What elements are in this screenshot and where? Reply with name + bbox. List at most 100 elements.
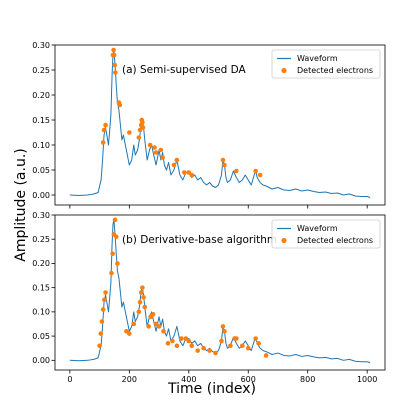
panel-b-x-ticks: 0 200 400 600 800 1000 — [67, 370, 377, 384]
panel-a-electron-point — [103, 122, 108, 128]
panel-a-electron-point — [171, 162, 177, 168]
panel-b-y-tick-label: 0.25 — [32, 235, 50, 244]
panel-a-frame — [54, 44, 386, 206]
panel-b-x-tick-label: 800 — [300, 375, 315, 384]
panel-a-y-ticks: 0.00 0.05 0.10 0.15 0.20 0.25 0.30 — [32, 41, 55, 200]
panel-a-electron-point — [147, 142, 153, 148]
panel-b-electron-point — [179, 336, 184, 341]
panel-a-electron-point — [160, 155, 165, 160]
panel-a-legend-waveform-label: Waveform — [297, 54, 338, 63]
panel-b-electron-point — [112, 217, 118, 223]
panel-b-electron-point — [137, 299, 143, 305]
panel-b-x-tick-label: 200 — [122, 375, 137, 384]
x-axis-label: Time (index) — [167, 381, 256, 397]
panel-b-electron-point — [98, 331, 104, 336]
panel-a-electron-point — [220, 157, 226, 163]
panel-b-y-tick-label: 0.05 — [32, 332, 50, 341]
panel-a-electron-point — [222, 162, 227, 168]
panel-b-electron-point — [170, 338, 175, 344]
panel-b-legend-electrons-label: Detected electrons — [297, 236, 373, 245]
panel-b-electron-point — [103, 290, 108, 295]
panel-b-electron-point — [115, 261, 120, 266]
panel-b-electron-point — [142, 304, 148, 310]
panel-b-electron-point — [113, 234, 119, 240]
panel-a-electron-point — [158, 147, 164, 153]
panel-b-electron-point — [201, 345, 206, 351]
panel-b-electron-point — [263, 353, 269, 358]
panel-b-y-ticks: 0.00 0.05 0.10 0.15 0.20 0.25 0.30 — [32, 211, 55, 365]
panel-b: 0.00 0.05 0.10 0.15 0.20 0.25 0.30 0 200 400 600 8… — [32, 211, 386, 384]
panel-b-electron-point — [97, 343, 102, 349]
panel-a-electron-point — [136, 135, 142, 140]
panel-a-electron-point — [182, 170, 187, 175]
panel-b-electron-point — [100, 307, 106, 312]
panel-b-electron-point — [219, 338, 224, 344]
panel-b-y-tick-label: 0.20 — [32, 259, 50, 268]
panel-a-y-tick-label: 0.15 — [32, 116, 50, 125]
panel-a-x-ticks — [69, 205, 368, 209]
panel-b-electron-point — [141, 295, 146, 300]
panel-a-legend-electrons-label: Detected electrons — [297, 66, 373, 75]
panel-b-electron-point — [150, 312, 156, 317]
panel-b-x-tick-label: 400 — [181, 375, 196, 384]
panel-b-plot — [69, 217, 371, 364]
panel-b-electron-point — [146, 324, 151, 329]
panel-b-waveform-line — [69, 219, 371, 364]
panel-b-electron-point — [240, 343, 245, 349]
panel-a-electron-point — [111, 52, 117, 58]
panel-a-electron-point — [100, 140, 106, 145]
panel-a-y-tick-label: 0.05 — [32, 166, 50, 175]
panel-b-electron-point — [156, 324, 162, 329]
panel-a-y-tick-label: 0.00 — [32, 191, 50, 200]
panel-b-electron-point — [189, 343, 195, 349]
panel-a-electron-point — [174, 157, 180, 163]
panel-b-electron-point — [213, 350, 218, 356]
panel-a-y-tick-label: 0.30 — [32, 41, 50, 50]
panel-a-annotation: (a) Semi-supervised DA — [122, 64, 247, 76]
panel-a-y-tick-label: 0.25 — [32, 66, 50, 75]
panel-b-electron-point — [228, 343, 233, 349]
panel-b-electron-point — [110, 251, 115, 257]
panel-b-y-tick-label: 0.10 — [32, 308, 50, 317]
panel-b-electron-point — [136, 309, 142, 315]
panel-a-electron-point — [113, 70, 118, 75]
panel-b-electron-point — [165, 341, 171, 346]
panel-b-electron-point — [138, 290, 144, 295]
panel-b-x-tick-label: 1000 — [357, 375, 377, 384]
panel-a-legend-box — [271, 49, 381, 79]
panel-a-legend-electrons-swatch — [281, 67, 287, 74]
panel-b-electron-point — [161, 328, 166, 334]
panel-a-electron-point — [101, 127, 107, 133]
panel-b-x-tick-label: 600 — [241, 375, 256, 384]
panel-a-electron-point — [140, 125, 146, 130]
panel-b-electron-point — [220, 324, 226, 329]
y-axis-label: Amplitude (a.u.) — [13, 148, 29, 261]
panel-a-electron-point — [152, 145, 157, 150]
panel-b-electron-point — [245, 345, 251, 351]
panel-a-electron-point — [127, 130, 132, 135]
panel-a: 0.00 0.05 0.10 0.15 0.20 0.25 0.30 (a) Semi-su… — [32, 41, 386, 209]
panel-b-electron-point — [207, 348, 212, 353]
panel-b-electron-point — [99, 319, 105, 324]
panel-b-electron-point — [195, 348, 200, 353]
panel-a-electron-point — [253, 168, 258, 174]
panel-b-x-tick-label: 0 — [67, 375, 72, 384]
panel-b-electron-point — [140, 285, 145, 290]
panel-a-electron-point — [140, 120, 145, 125]
panel-a-y-tick-label: 0.20 — [32, 91, 50, 100]
panel-b-electron-point — [186, 338, 192, 344]
panel-b-electron-point — [131, 321, 137, 327]
panel-a-electron-point — [112, 62, 118, 68]
panel-b-electron-point — [234, 336, 239, 341]
panel-b-electron-point — [102, 297, 107, 303]
panel-a-electron-point — [189, 172, 195, 178]
panel-b-annotation: (b) Derivative-base algorithm — [122, 234, 277, 246]
panel-a-electron-point — [117, 102, 123, 108]
panel-b-electron-point — [109, 270, 114, 276]
panel-b-legend-electrons-swatch — [281, 237, 287, 244]
panel-a-electron-point — [234, 168, 239, 174]
panel-b-y-tick-label: 0.00 — [32, 356, 50, 365]
panel-a-plot — [69, 47, 371, 198]
panel-a-electron-point — [153, 150, 159, 155]
